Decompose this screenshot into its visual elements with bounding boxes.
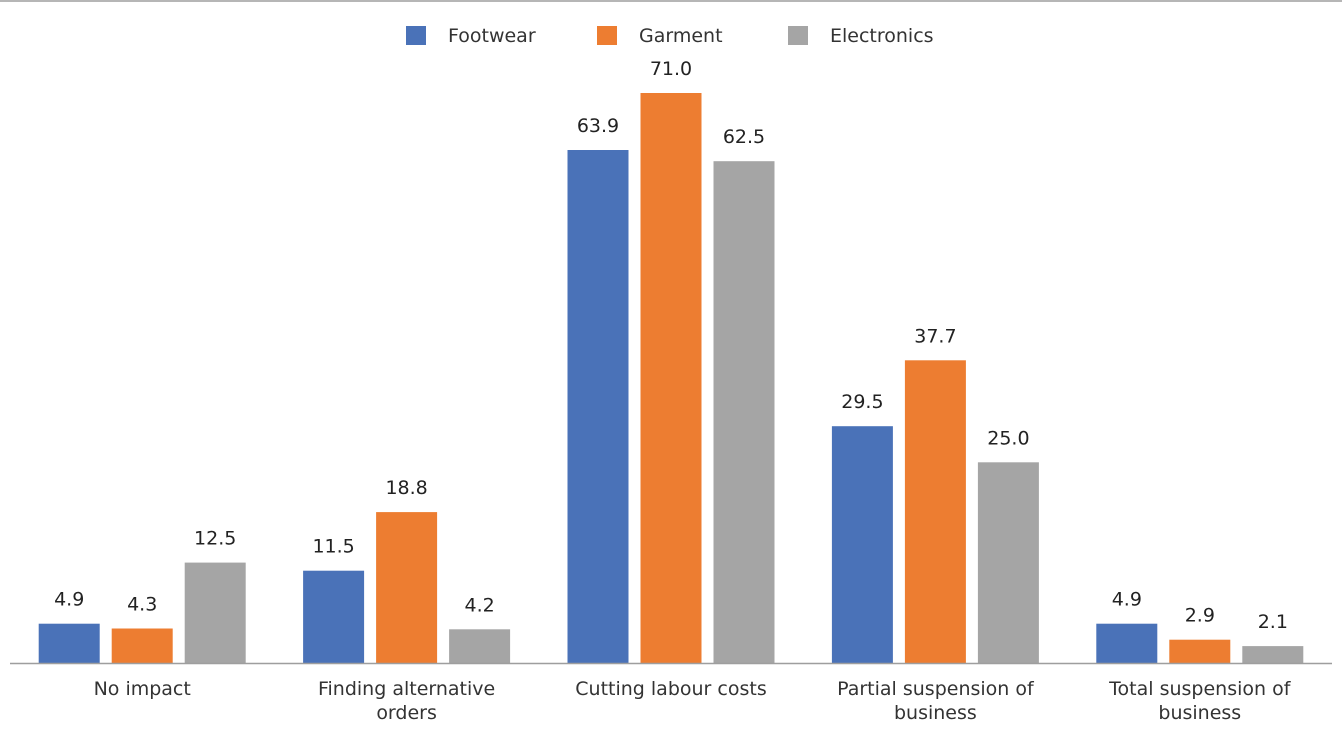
value-label-footwear-1: 11.5 bbox=[312, 536, 354, 558]
bars bbox=[38, 93, 1304, 663]
x-tick-label-0-line-0: No impact bbox=[94, 678, 191, 700]
bar-electronics-0 bbox=[184, 562, 246, 663]
value-label-garment-4: 2.9 bbox=[1185, 605, 1215, 627]
bar-electronics-1 bbox=[449, 629, 511, 663]
bar-electronics-2 bbox=[713, 161, 775, 663]
x-tick-label-1-line-0: Finding alternative bbox=[318, 678, 495, 700]
value-label-electronics-3: 25.0 bbox=[987, 427, 1029, 449]
legend-label-garment: Garment bbox=[639, 25, 723, 47]
bar-garment-4 bbox=[1169, 639, 1231, 663]
x-tick-label-3-line-1: business bbox=[894, 702, 977, 724]
x-tick-label-3-line-0: Partial suspension of bbox=[837, 678, 1035, 700]
bar-footwear-1 bbox=[303, 570, 365, 663]
value-label-footwear-4: 4.9 bbox=[1112, 589, 1142, 611]
legend-swatch-garment bbox=[597, 26, 617, 45]
value-label-garment-1: 18.8 bbox=[385, 477, 427, 499]
x-tick-label-1-line-1: orders bbox=[376, 702, 437, 724]
bar-footwear-4 bbox=[1096, 623, 1158, 663]
value-label-electronics-4: 2.1 bbox=[1258, 611, 1288, 633]
value-label-footwear-0: 4.9 bbox=[54, 589, 84, 611]
bar-garment-3 bbox=[904, 360, 966, 663]
bar-garment-0 bbox=[111, 628, 173, 663]
value-label-footwear-3: 29.5 bbox=[841, 391, 883, 413]
value-label-electronics-0: 12.5 bbox=[194, 528, 236, 550]
bar-electronics-4 bbox=[1242, 646, 1304, 663]
bar-garment-2 bbox=[640, 93, 702, 663]
legend-swatch-electronics bbox=[788, 26, 808, 45]
value-label-garment-2: 71.0 bbox=[650, 58, 692, 80]
value-label-garment-0: 4.3 bbox=[127, 594, 157, 616]
x-tick-label-4-line-0: Total suspension of bbox=[1108, 678, 1292, 700]
value-label-electronics-1: 4.2 bbox=[464, 594, 494, 616]
value-label-garment-3: 37.7 bbox=[914, 325, 956, 347]
value-label-footwear-2: 63.9 bbox=[577, 115, 619, 137]
legend-label-electronics: Electronics bbox=[830, 25, 934, 47]
bar-footwear-0 bbox=[38, 623, 100, 663]
legend-swatch-footwear bbox=[406, 26, 426, 45]
bar-footwear-3 bbox=[831, 426, 893, 663]
value-label-electronics-2: 62.5 bbox=[723, 126, 765, 148]
x-tick-label-4-line-1: business bbox=[1158, 702, 1241, 724]
x-tick-label-2-line-0: Cutting labour costs bbox=[575, 678, 766, 700]
bar-footwear-2 bbox=[567, 150, 629, 663]
legend: Footwear Garment Electronics bbox=[406, 25, 934, 47]
bar-electronics-3 bbox=[977, 462, 1039, 663]
legend-label-footwear: Footwear bbox=[448, 25, 536, 47]
bar-garment-1 bbox=[376, 512, 438, 663]
value-labels: 4.9 4.3 12.5 11.5 18.8 4.2 63.9 71.0 62.5 29.5 37.… bbox=[54, 58, 1288, 633]
